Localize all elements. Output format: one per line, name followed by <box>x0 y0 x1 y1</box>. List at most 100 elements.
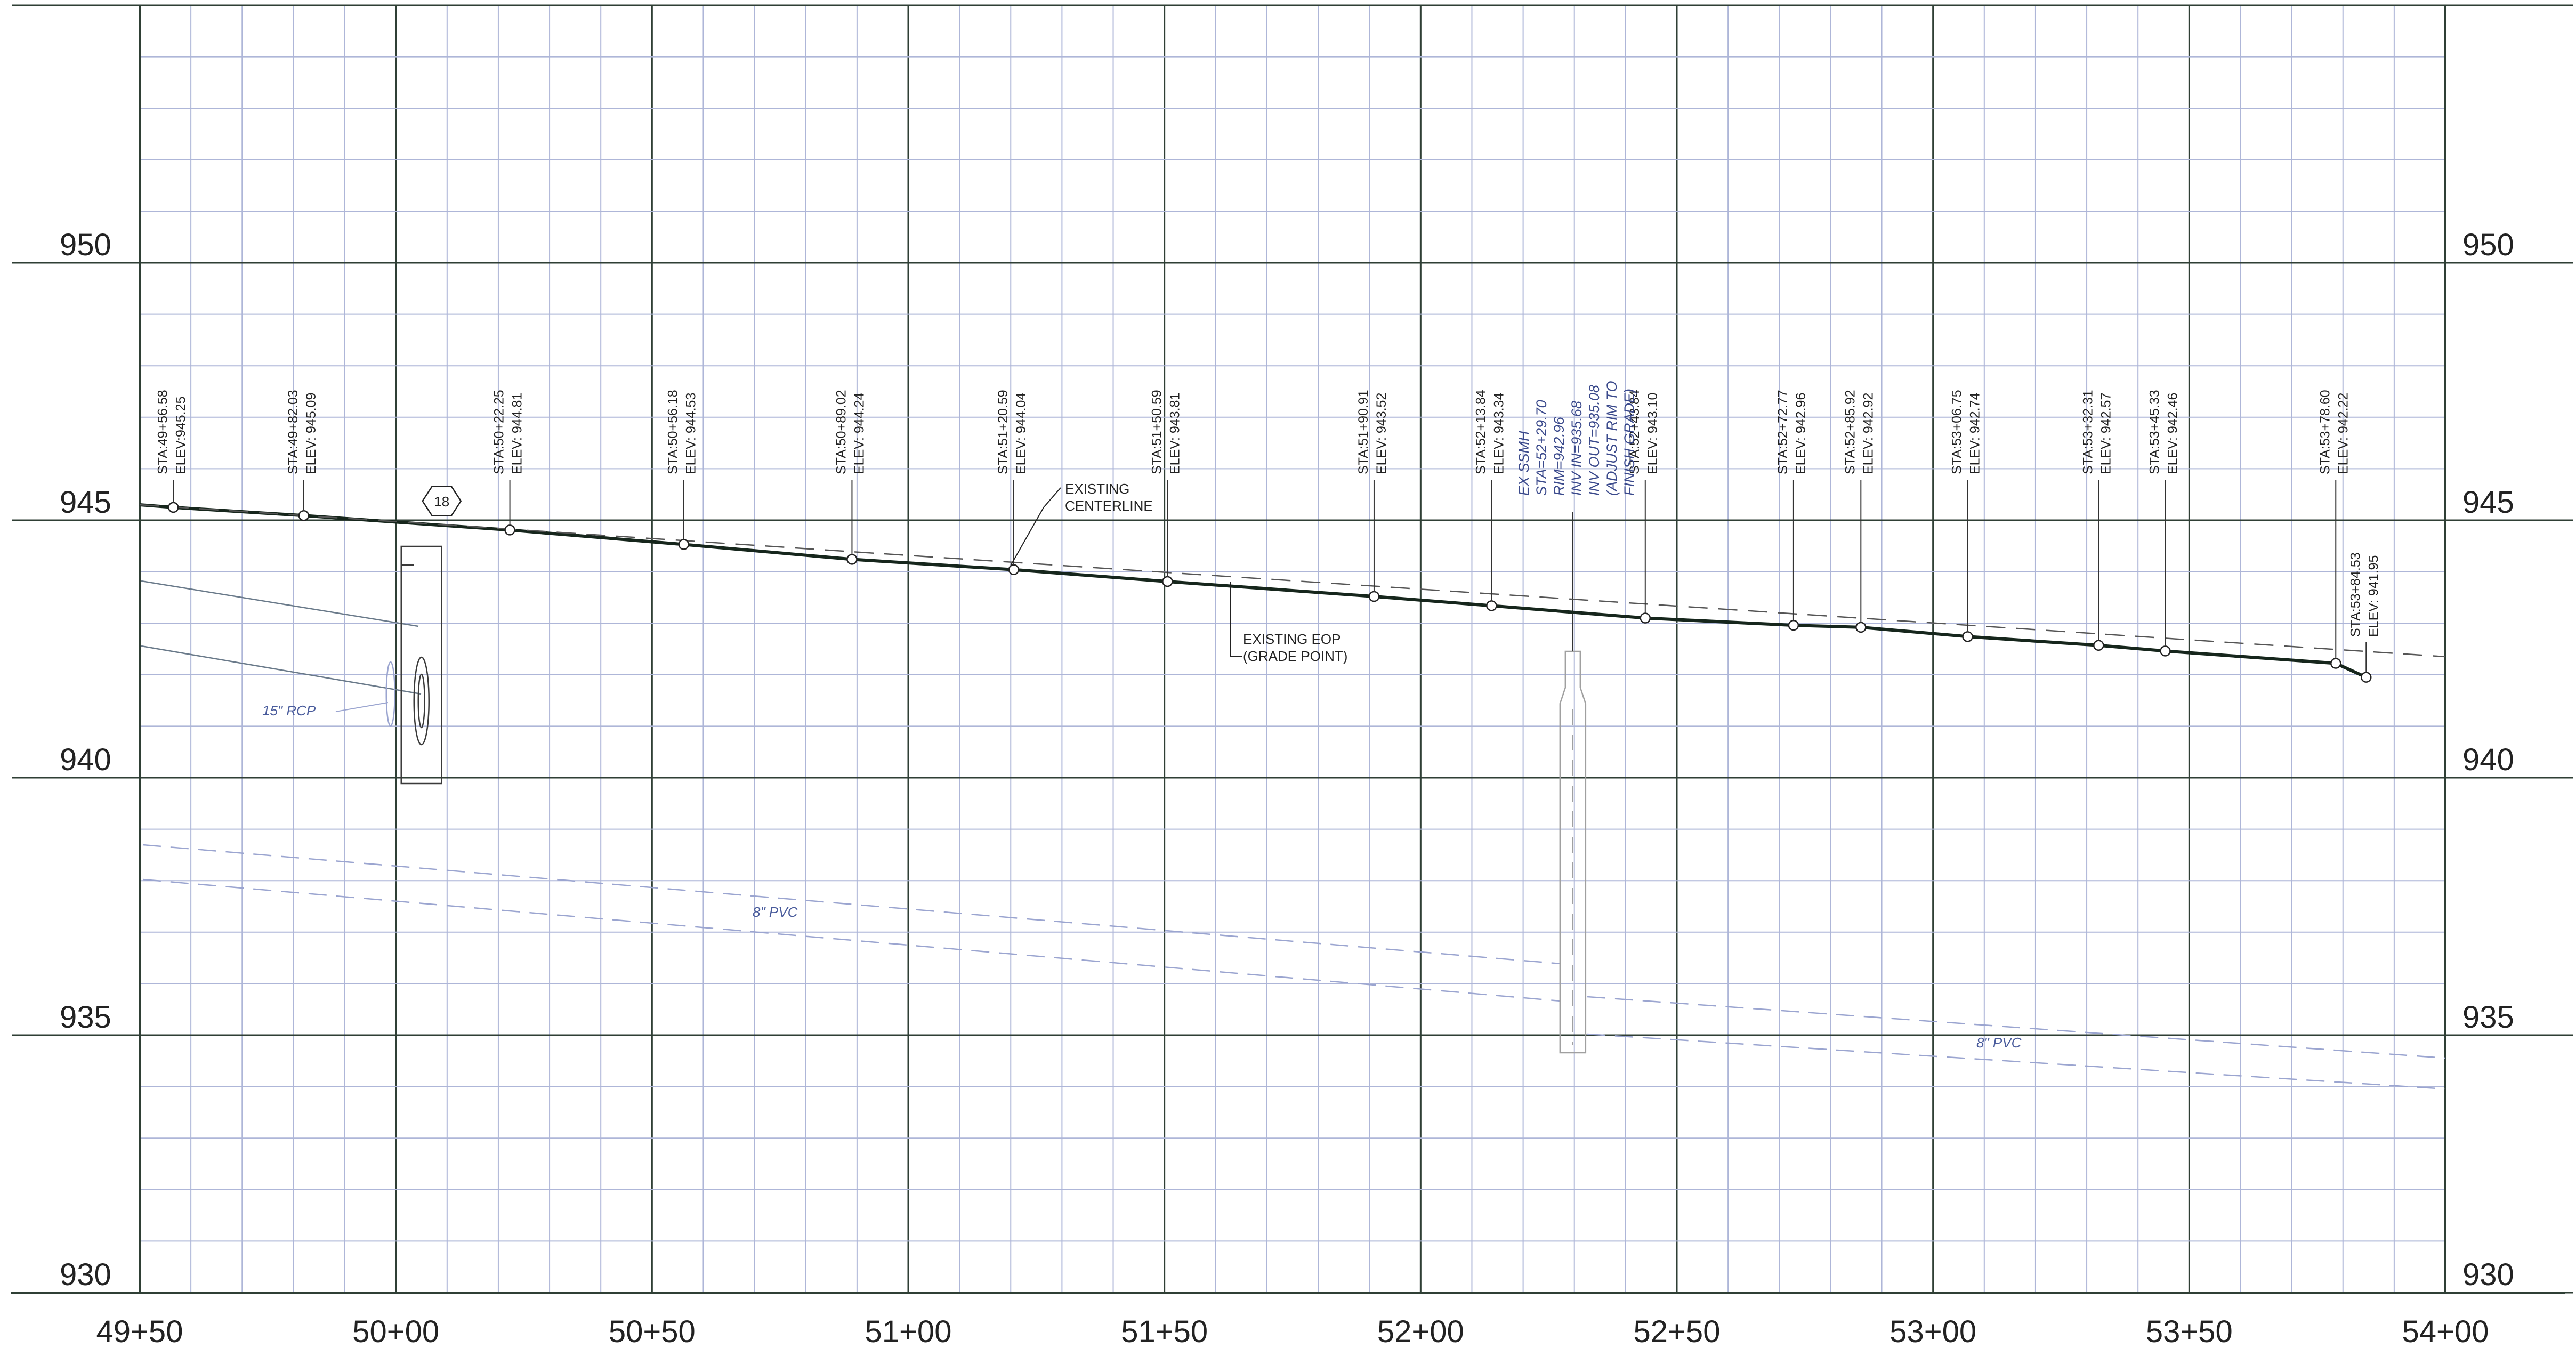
profile-point-marker <box>1008 564 1020 575</box>
station-value: STA:52+72.77 <box>1775 390 1790 474</box>
station-label: STA:53+84.53 ELEV: 941.95 <box>2348 552 2381 683</box>
x-tick-label: 51+50 <box>1121 1314 1208 1349</box>
elevation-value: ELEV: 944.53 <box>684 393 699 474</box>
rcp-label-leader <box>335 702 389 712</box>
centerline-profile-line <box>139 503 2367 679</box>
x-tick-label: 50+50 <box>609 1314 696 1349</box>
profile-point-marker <box>2330 658 2341 669</box>
ssmh-note-line: INV OUT=935.08 <box>1586 385 1602 496</box>
station-label: STA:52+72.77 ELEV: 942.96 <box>1775 390 1808 631</box>
station-value: STA:53+45.33 <box>2147 390 2162 474</box>
station-label: STA:49+82.03 ELEV: 945.09 <box>286 390 319 521</box>
x-tick-label: 49+50 <box>96 1314 183 1349</box>
profile-point-marker <box>1640 612 1651 624</box>
structure-marker-number: 18 <box>434 494 449 510</box>
station-label: STA:52+13.84 ELEV: 943.34 <box>1473 390 1506 611</box>
station-value: STA:53+06.75 <box>1950 390 1965 474</box>
station-label: STA:52+85.92 ELEV: 942.92 <box>1843 390 1876 633</box>
profile-point-marker <box>2361 672 2372 683</box>
profile-point-marker <box>2093 640 2104 651</box>
elevation-value: ELEV: 944.04 <box>1014 393 1029 474</box>
x-tick-label: 54+00 <box>2402 1314 2489 1349</box>
pipe-opening-inner <box>417 673 425 729</box>
y-tick-label-left: 950 <box>60 228 111 262</box>
profile-point-marker <box>298 510 310 521</box>
elevation-value: ELEV: 944.24 <box>852 393 867 474</box>
station-label: STA:51+20.59 ELEV: 944.04 <box>996 390 1029 575</box>
x-tick-label: 53+50 <box>2146 1314 2233 1349</box>
profile-point-marker <box>168 502 179 513</box>
structure-marker-hexagon <box>422 486 462 516</box>
storm-structure-18 <box>400 545 442 785</box>
profile-point-marker <box>1162 576 1173 587</box>
eop-callout-line1: EXISTING EOP <box>1243 631 1341 647</box>
profile-lines <box>139 503 2446 679</box>
station-value: STA:50+56.18 <box>666 390 681 474</box>
utilities <box>141 580 2446 1090</box>
station-label: STA:52+43.84 ELEV: 943.10 <box>1627 390 1660 624</box>
profile-point-marker <box>504 524 515 536</box>
x-tick-label: 50+00 <box>352 1314 439 1349</box>
y-tick-label-right: 940 <box>2462 742 2514 777</box>
station-value: STA:53+78.60 <box>2317 390 2332 474</box>
station-label: STA:51+90.91 ELEV: 943.52 <box>1356 390 1389 602</box>
station-label: STA:53+78.60 ELEV: 942.22 <box>2317 390 2351 669</box>
station-value: STA:50+89.02 <box>834 390 849 474</box>
station-label: STA:51+50.59 ELEV: 943.81 <box>1149 390 1182 587</box>
station-value: STA:49+56.58 <box>155 390 170 474</box>
elevation-value: ELEV: 943.10 <box>1645 393 1660 474</box>
pvc-pipe-top-right <box>1587 996 2446 1059</box>
axis-labels: 49+50 50+00 50+50 51+00 51+50 52+00 52+50 53+00… <box>60 228 2514 1349</box>
station-value: STA:51+90.91 <box>1356 390 1371 474</box>
y-tick-label-right: 945 <box>2462 485 2514 520</box>
pvc-pipe-bottom-right <box>1587 1033 2446 1090</box>
elevation-value: ELEV:945.25 <box>173 397 188 474</box>
ssmh-note-line: RIM=942.96 <box>1551 416 1567 496</box>
station-label: STA:50+22.25 ELEV: 944.81 <box>492 390 525 536</box>
station-label: STA:50+89.02 ELEV: 944.24 <box>834 390 867 565</box>
profile-point-marker <box>678 539 689 550</box>
profile-point-marker <box>1788 619 1799 631</box>
ssmh-note-line: STA=52+29.70 <box>1533 400 1549 496</box>
centerline-callout-line1: EXISTING <box>1065 481 1129 497</box>
elevation-value: ELEV: 942.46 <box>2165 393 2180 474</box>
y-tick-label-right: 930 <box>2462 1257 2514 1292</box>
eop-callout-line2: (GRADE POINT) <box>1243 648 1347 664</box>
profile-point-marker <box>1855 622 1867 633</box>
station-value: STA:52+43.84 <box>1627 390 1642 474</box>
rcp-pipe-end <box>385 661 395 727</box>
elevation-value: ELEV: 942.57 <box>2098 393 2113 474</box>
y-tick-label-left: 930 <box>60 1257 111 1292</box>
x-tick-label: 51+00 <box>865 1314 952 1349</box>
eop-callout-leader <box>1230 582 1242 657</box>
station-value: STA:50+22.25 <box>492 390 507 474</box>
ssmh-note-line: FINISH GRADE) <box>1621 389 1637 496</box>
profile-point-marker <box>1486 600 1497 611</box>
station-value: STA:52+13.84 <box>1473 390 1488 474</box>
profile-point-marker <box>2160 645 2171 657</box>
y-tick-label-left: 935 <box>60 1000 111 1035</box>
structures: 18 <box>385 486 1587 1054</box>
y-tick-label-left: 945 <box>60 485 111 520</box>
eop-profile-line <box>139 504 2446 658</box>
rcp-pipe-top <box>141 580 419 627</box>
elevation-value: ELEV: 942.22 <box>2336 393 2351 474</box>
station-label: STA:53+45.33 ELEV: 942.46 <box>2147 390 2180 657</box>
station-label: STA:49+56.58 ELEV:945.25 <box>155 390 188 513</box>
centerline-callout-line2: CENTERLINE <box>1065 498 1153 514</box>
profile-point-marker <box>846 554 858 565</box>
station-value: STA:49+82.03 <box>286 390 301 474</box>
pipe-opening-outer <box>413 656 430 746</box>
pvc-pipe-top-left <box>142 844 1561 965</box>
elevation-value: ELEV: 945.09 <box>304 393 319 474</box>
y-tick-label-right: 950 <box>2462 228 2514 262</box>
elevation-value: ELEV: 942.92 <box>1861 393 1876 474</box>
elevation-value: ELEV: 943.52 <box>1374 393 1389 474</box>
x-tick-label: 52+50 <box>1634 1314 1721 1349</box>
rcp-pipe-bottom <box>141 645 422 695</box>
centerline-callout-leader <box>1010 487 1061 566</box>
elevation-value: ELEV: 941.95 <box>2366 555 2381 637</box>
elevation-value: ELEV: 942.74 <box>1968 393 1983 474</box>
station-value: STA:53+84.53 <box>2348 552 2363 637</box>
